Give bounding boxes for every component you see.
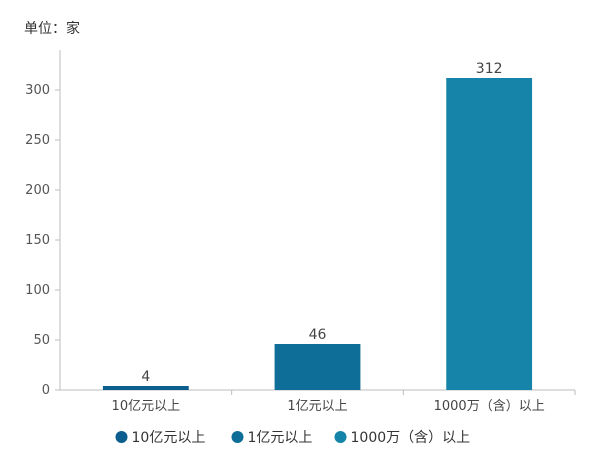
legend-marker bbox=[115, 431, 128, 443]
y-tick-label: 50 bbox=[33, 333, 50, 348]
y-tick-label: 0 bbox=[42, 383, 50, 398]
bar bbox=[102, 386, 189, 390]
bar-value-label: 46 bbox=[309, 327, 327, 343]
y-tick-label: 250 bbox=[25, 133, 50, 148]
bar bbox=[446, 78, 533, 390]
y-tick-label: 300 bbox=[25, 83, 50, 98]
y-tick-label: 200 bbox=[25, 183, 50, 198]
unit-label: 单位：家 bbox=[24, 21, 80, 37]
legend-marker bbox=[231, 431, 244, 443]
legend-label: 1亿元以上 bbox=[248, 430, 313, 446]
bar-value-label: 312 bbox=[476, 61, 503, 77]
y-tick-label: 150 bbox=[25, 233, 50, 248]
bar-value-label: 4 bbox=[141, 369, 150, 385]
y-tick-label: 100 bbox=[25, 283, 50, 298]
x-category-label: 1000万（含）以上 bbox=[434, 398, 545, 414]
bar bbox=[274, 344, 361, 390]
x-category-label: 10亿元以上 bbox=[112, 399, 181, 414]
legend-label: 1000万（含）以上 bbox=[351, 430, 471, 446]
legend-label: 10亿元以上 bbox=[132, 430, 206, 446]
x-category-label: 1亿元以上 bbox=[287, 399, 347, 414]
legend-marker bbox=[334, 431, 347, 443]
